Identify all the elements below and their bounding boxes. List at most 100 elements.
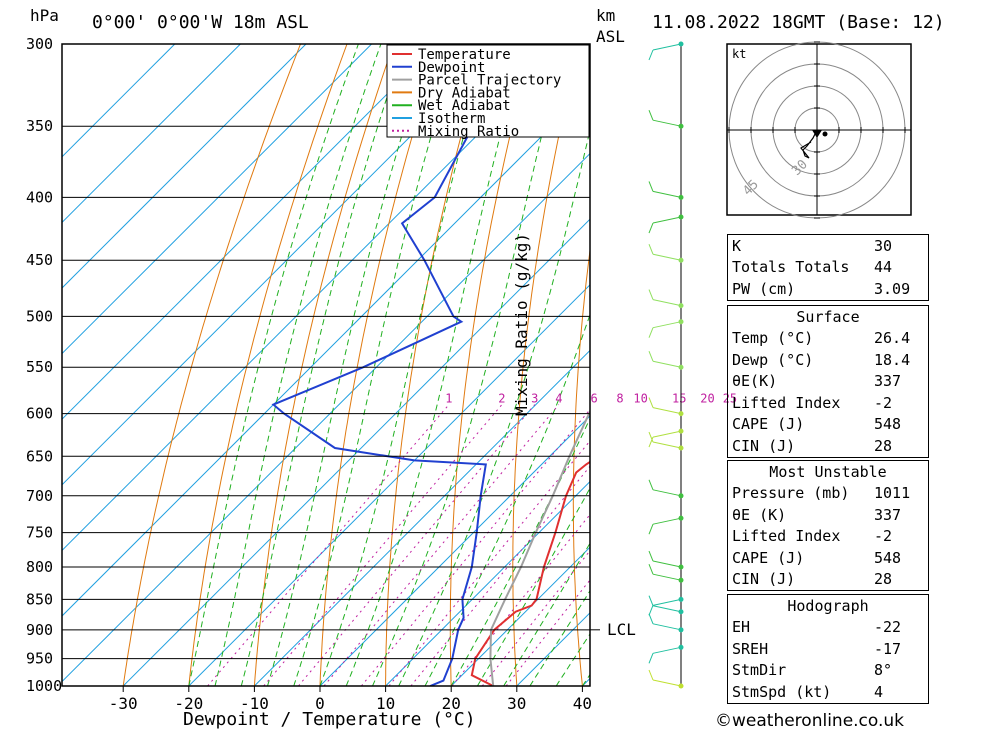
wet-adiabat-line <box>450 417 590 686</box>
wind-dot <box>678 577 684 583</box>
mixing-ratio-label: 20 <box>700 392 714 406</box>
temp-tick-label: -20 <box>174 694 203 713</box>
pressure-tick-label: 750 <box>26 524 53 542</box>
mixing-ratio-label: 3 <box>531 392 538 406</box>
wind-dot <box>678 319 684 325</box>
wind-barb <box>652 216 682 224</box>
wind-barb <box>652 679 682 687</box>
wind-dot <box>678 493 684 499</box>
location-label: 0°00' 0°00'W 18m ASL <box>92 12 309 33</box>
wind-dot <box>678 428 684 434</box>
isotherm-line <box>450 546 590 686</box>
legend-label: Mixing Ratio <box>418 124 519 140</box>
index-key: StmDir <box>732 661 787 680</box>
pressure-tick-label: 350 <box>26 117 53 135</box>
wind-dot <box>678 194 684 200</box>
pressure-tick-label: 600 <box>26 405 53 423</box>
plot-frame <box>61 43 591 687</box>
isotherm-line <box>62 44 307 289</box>
wind-dot <box>678 411 684 417</box>
pressure-tick-label: 550 <box>26 358 53 376</box>
wind-barb-flag <box>648 289 654 300</box>
series-dewpoint <box>271 44 504 686</box>
index-row: Lifted Index -2 <box>728 392 929 414</box>
index-value: 548 <box>874 548 902 567</box>
wind-dot <box>678 41 684 47</box>
index-row: Dewp (°C) 18.4 <box>728 349 929 371</box>
hodograph-trace <box>800 129 818 159</box>
wind-barb-flag <box>648 523 654 535</box>
wind-dot <box>678 123 684 129</box>
x-axis-label: Dewpoint / Temperature (°C) <box>183 709 476 730</box>
mixing-ratio-axis-label: Mixing Ratio (g/kg) <box>512 232 531 416</box>
mixing-ratio-label: 25 <box>723 392 737 406</box>
wind-dot <box>678 214 684 220</box>
wind-barb-flag <box>648 49 654 61</box>
most-unstable-title: Most Unstable <box>769 462 887 481</box>
index-value: 44 <box>874 258 893 277</box>
legend-label: Dry Adiabat <box>418 85 511 101</box>
wind-barb <box>652 573 682 581</box>
surface-title: Surface <box>796 307 860 326</box>
index-value: 4 <box>874 682 884 701</box>
copyright-link[interactable]: ©weatheronline.co.uk <box>715 711 905 731</box>
wind-dot <box>678 364 684 370</box>
pressure-tick-label: 450 <box>26 251 53 269</box>
pressure-tick-label: 700 <box>26 487 53 505</box>
pressure-tick-label: 400 <box>26 188 53 206</box>
pressure-tick-label: 850 <box>26 590 53 608</box>
mixing-ratio-line <box>207 404 450 686</box>
asl-label: ASL <box>596 27 625 46</box>
index-row: StmSpd (kt) 4 <box>728 681 929 703</box>
wind-barb-flag <box>648 351 654 362</box>
wind-barb-flag <box>648 669 654 681</box>
index-key: CAPE (J) <box>732 548 805 567</box>
wind-barb <box>652 43 682 51</box>
temp-tick-label: -30 <box>109 694 138 713</box>
index-key: EH <box>732 618 751 637</box>
wind-barb-flag <box>648 595 654 606</box>
index-value: -2 <box>874 527 893 546</box>
legend-label: Temperature <box>418 47 511 63</box>
pressure-tick-label: 900 <box>26 621 53 639</box>
mixing-ratio-line <box>298 404 536 686</box>
hodograph-unit-label: kt <box>732 47 746 61</box>
dry-adiabat-line <box>122 44 301 686</box>
isotherm-line <box>385 480 590 686</box>
index-value: 26.4 <box>874 329 911 348</box>
wind-barb-flag <box>648 436 654 448</box>
index-key: θE (K) <box>732 505 787 524</box>
km-label: km <box>596 6 616 25</box>
wind-dot <box>678 627 684 633</box>
mixing-ratio-label: 1 <box>445 392 452 406</box>
mixing-ratio-label: 8 <box>616 392 623 406</box>
index-value: -22 <box>874 618 902 637</box>
wind-dot <box>678 644 684 650</box>
legend-label: Dewpoint <box>418 60 485 76</box>
wind-barb-flag <box>648 431 654 443</box>
pressure-tick-label: 650 <box>26 447 53 465</box>
index-value: 28 <box>874 570 893 589</box>
wind-dot <box>678 609 684 615</box>
isotherm-line <box>62 152 590 683</box>
index-key: StmSpd (kt) <box>732 682 832 701</box>
index-row: Totals Totals 44 <box>728 257 929 279</box>
wind-barb <box>652 489 682 497</box>
wind-barb <box>652 190 682 198</box>
series-temperature <box>470 460 590 686</box>
index-key: Temp (°C) <box>732 329 814 348</box>
wind-dot <box>678 445 684 451</box>
wind-barb <box>652 517 682 525</box>
temp-tick-label: 40 <box>573 694 592 713</box>
index-key: θE(K) <box>732 372 778 391</box>
wind-barb-flag <box>648 327 654 338</box>
index-key: CAPE (J) <box>732 415 805 434</box>
index-value: 30 <box>874 236 893 255</box>
wind-barb-flag <box>648 181 654 192</box>
temp-tick-label: 20 <box>442 694 461 713</box>
dry-adiabat-line <box>632 44 673 686</box>
legend-label: Parcel Trajectory <box>418 73 561 89</box>
index-value: 3.09 <box>874 279 911 298</box>
wind-barb-flag <box>648 110 654 121</box>
